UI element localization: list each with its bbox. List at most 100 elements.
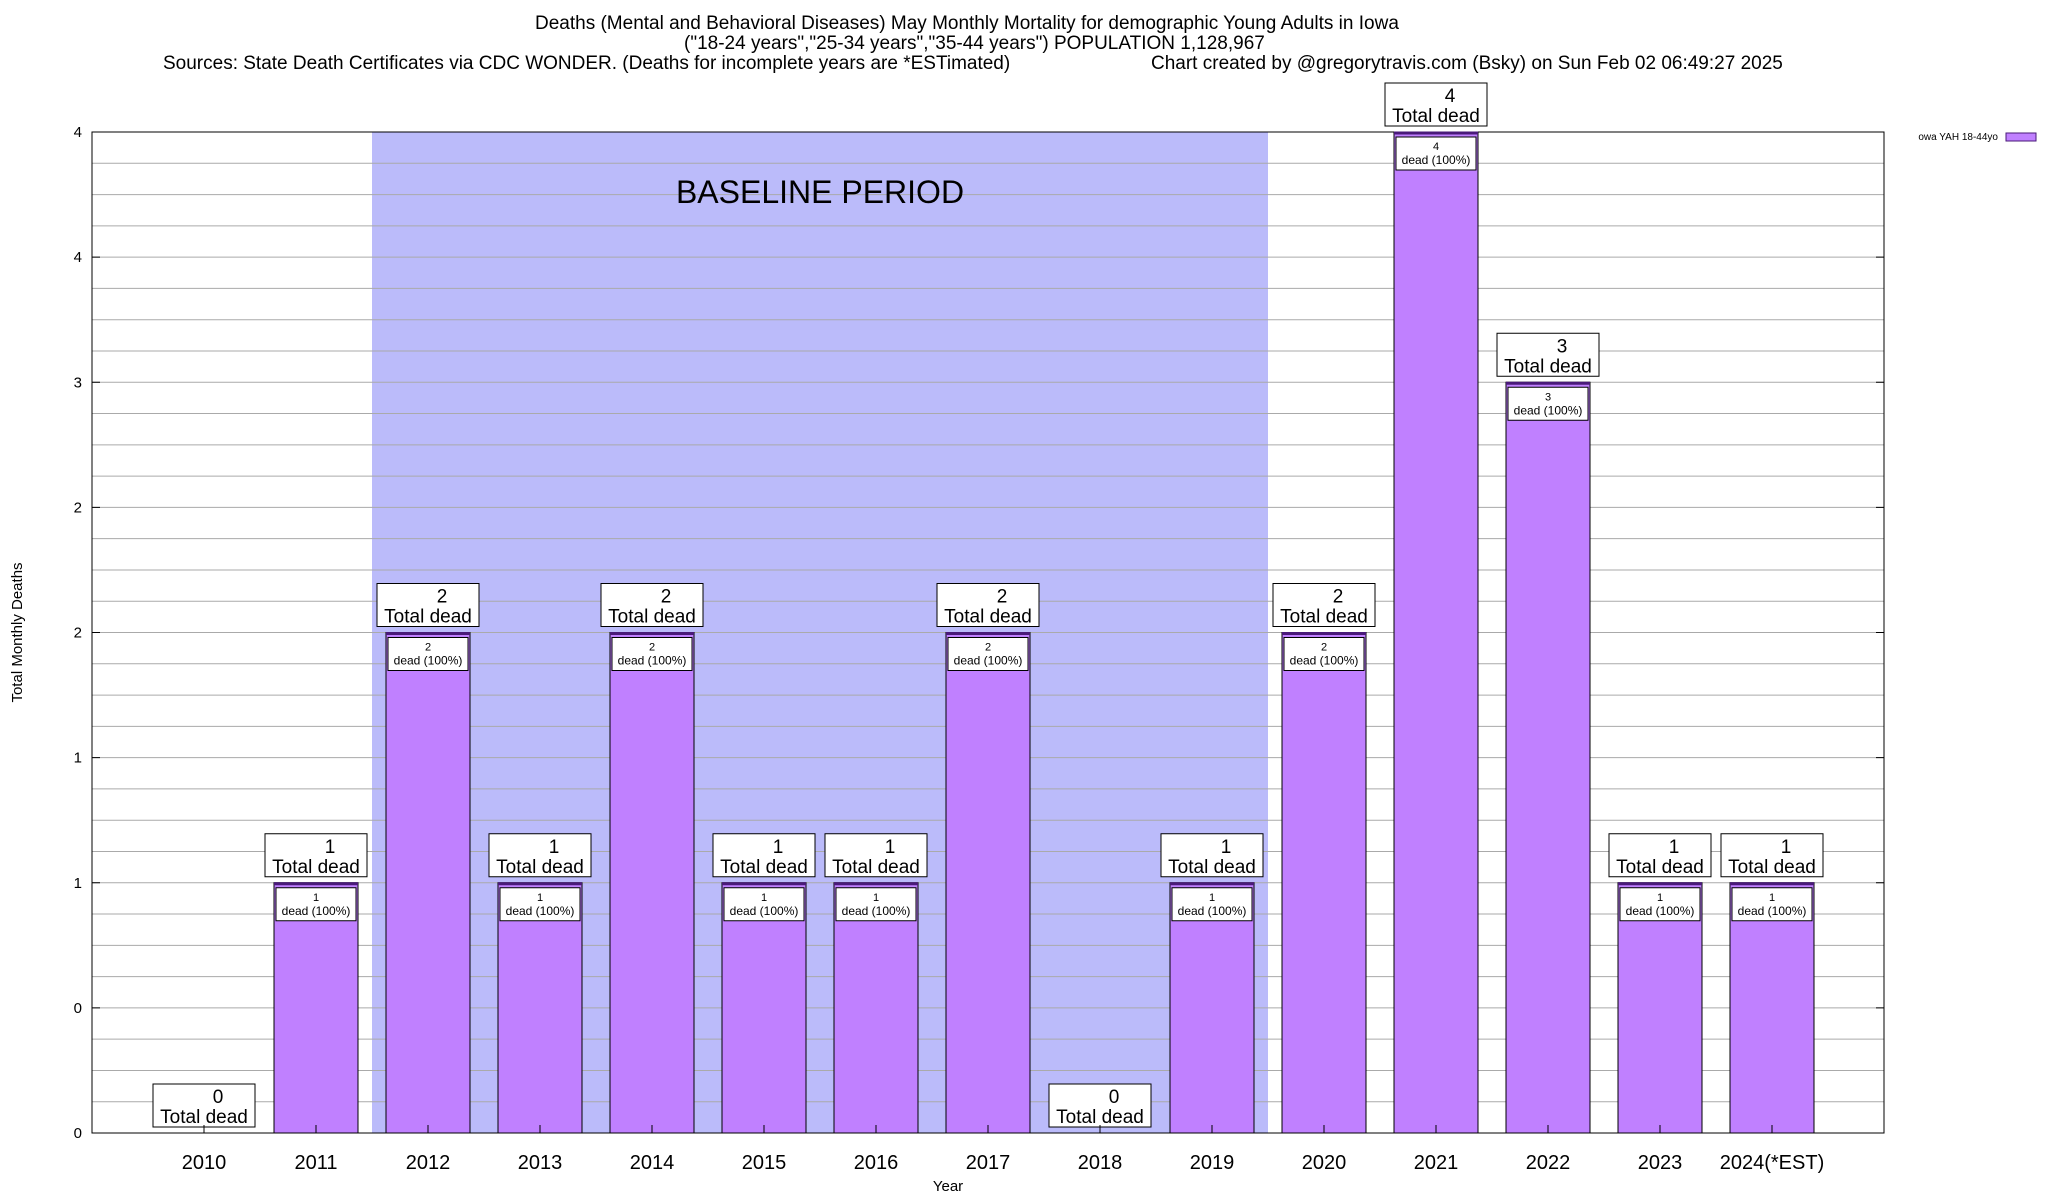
total-count-label: 2: [1333, 587, 1344, 608]
total-count-label: 1: [1221, 837, 1232, 858]
x-tick-label: 2012: [406, 1152, 451, 1174]
y-tick-label: 2: [74, 499, 82, 516]
inner-percent-label: dead (100%): [954, 654, 1023, 668]
bar: [1169, 882, 1255, 1134]
inner-count-label: 1: [1769, 892, 1775, 904]
x-tick-label: 2014: [630, 1152, 675, 1174]
total-label-box: [936, 583, 1040, 627]
inner-percent-label: dead (100%): [1514, 403, 1583, 417]
total-label-box: [600, 583, 704, 627]
inner-percent-label: dead (100%): [1626, 904, 1695, 918]
inner-label-box: [1171, 887, 1253, 922]
total-count-label: 1: [885, 837, 896, 858]
chart-title: Deaths (Mental and Behavioral Diseases) …: [535, 13, 1399, 34]
y-tick-label: 1: [74, 750, 82, 767]
bar: [721, 882, 807, 1134]
inner-count-label: 2: [649, 642, 655, 654]
inner-percent-label: dead (100%): [618, 654, 687, 668]
total-dead-label: Total dead: [1392, 106, 1480, 127]
bar: [1505, 381, 1591, 1134]
total-dead-label: Total dead: [496, 857, 584, 878]
total-count-label: 1: [1781, 837, 1792, 858]
x-tick-label: 2024(*EST): [1720, 1152, 1825, 1174]
inner-count-label: 1: [1657, 892, 1663, 904]
total-dead-label: Total dead: [832, 857, 920, 878]
total-count-label: 0: [1109, 1087, 1120, 1108]
baseline-period-label: BASELINE PERIOD: [676, 174, 964, 210]
inner-count-label: 3: [1545, 391, 1551, 403]
bar: [609, 632, 695, 1134]
total-label-box: [824, 833, 928, 878]
total-dead-label: Total dead: [1728, 857, 1816, 878]
x-tick-label: 2023: [1638, 1152, 1683, 1174]
y-tick-label: 3: [74, 374, 82, 391]
total-label-box: [1608, 833, 1712, 878]
inner-label-box: [387, 637, 469, 671]
total-label-box: [1160, 833, 1264, 878]
inner-percent-label: dead (100%): [1402, 153, 1471, 167]
inner-label-box: [275, 887, 357, 922]
total-label-box: [712, 833, 816, 878]
chart-subtitle: ("18-24 years","25-34 years","35-44 year…: [684, 33, 1265, 54]
total-count-label: 1: [1669, 837, 1680, 858]
total-label-box: [1384, 82, 1488, 127]
inner-count-label: 1: [873, 892, 879, 904]
inner-percent-label: dead (100%): [394, 654, 463, 668]
total-dead-label: Total dead: [272, 857, 360, 878]
bar: [497, 882, 583, 1134]
total-dead-label: Total dead: [1168, 857, 1256, 878]
inner-label-box: [499, 887, 581, 922]
x-tick-label: 2015: [742, 1152, 787, 1174]
bar: [1729, 882, 1815, 1134]
inner-count-label: 1: [1209, 892, 1215, 904]
inner-label-box: [1731, 887, 1813, 922]
x-tick-label: 2013: [518, 1152, 563, 1174]
total-label-box: [1496, 332, 1600, 377]
bar: [945, 632, 1031, 1134]
x-tick-label: 2011: [294, 1152, 337, 1174]
total-label-box: [1272, 583, 1376, 627]
total-dead-label: Total dead: [608, 607, 696, 628]
x-tick-label: 2010: [182, 1152, 227, 1174]
inner-label-box: [1619, 887, 1701, 922]
total-count-label: 2: [997, 587, 1008, 608]
x-axis-label: Year: [933, 1178, 963, 1195]
inner-percent-label: dead (100%): [282, 904, 351, 918]
bar: [1617, 882, 1703, 1134]
total-label-box: [152, 1083, 256, 1128]
inner-percent-label: dead (100%): [730, 904, 799, 918]
total-count-label: 3: [1557, 336, 1568, 357]
legend-swatch: [2005, 132, 2037, 142]
inner-percent-label: dead (100%): [1738, 904, 1807, 918]
bar: [833, 882, 919, 1134]
x-tick-label: 2016: [854, 1152, 899, 1174]
total-dead-label: Total dead: [1280, 607, 1368, 628]
inner-label-box: [947, 637, 1029, 671]
inner-count-label: 1: [313, 892, 319, 904]
y-tick-label: 4: [74, 124, 82, 141]
x-tick-label: 2018: [1078, 1152, 1123, 1174]
inner-count-label: 1: [537, 892, 543, 904]
inner-percent-label: dead (100%): [506, 904, 575, 918]
total-count-label: 4: [1445, 86, 1456, 107]
chart-credit: Chart created by @gregorytravis.com (Bsk…: [1151, 53, 1783, 74]
total-label-box: [1720, 833, 1824, 878]
total-dead-label: Total dead: [720, 857, 808, 878]
x-tick-label: 2017: [966, 1152, 1011, 1174]
x-tick-label: 2019: [1190, 1152, 1235, 1174]
inner-percent-label: dead (100%): [842, 904, 911, 918]
total-dead-label: Total dead: [1616, 857, 1704, 878]
inner-count-label: 2: [425, 642, 431, 654]
total-dead-label: Total dead: [1056, 1107, 1144, 1128]
inner-count-label: 2: [985, 642, 991, 654]
total-count-label: 1: [325, 837, 336, 858]
y-tick-label: 4: [74, 249, 82, 266]
total-count-label: 2: [661, 587, 672, 608]
total-dead-label: Total dead: [384, 607, 472, 628]
inner-percent-label: dead (100%): [1290, 654, 1359, 668]
total-count-label: 1: [549, 837, 560, 858]
inner-percent-label: dead (100%): [1178, 904, 1247, 918]
inner-label-box: [1507, 386, 1589, 421]
inner-label-box: [723, 887, 805, 922]
y-axis-label: Total Monthly Deaths: [9, 562, 26, 702]
